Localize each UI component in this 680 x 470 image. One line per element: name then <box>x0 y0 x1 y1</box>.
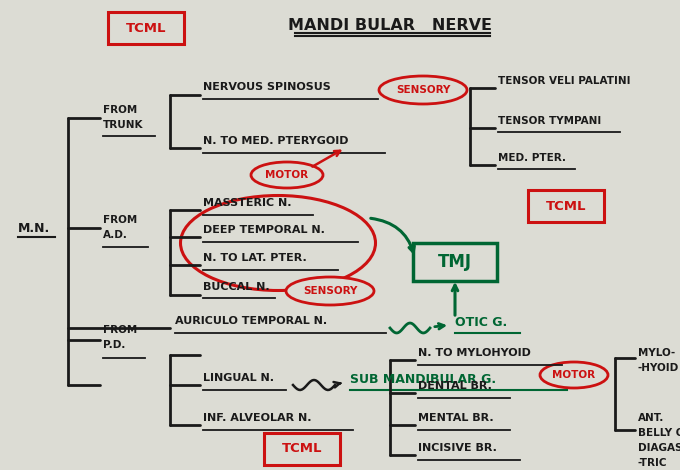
Text: TENSOR TYMPANI: TENSOR TYMPANI <box>498 116 601 126</box>
Text: SENSORY: SENSORY <box>303 286 357 296</box>
Text: N. TO MED. PTERYGOID: N. TO MED. PTERYGOID <box>203 136 348 146</box>
Text: TCML: TCML <box>126 22 166 34</box>
Text: N. TO MYLOHYOID: N. TO MYLOHYOID <box>418 348 531 358</box>
Text: TENSOR VELI PALATINI: TENSOR VELI PALATINI <box>498 76 630 86</box>
Text: MED. PTER.: MED. PTER. <box>498 153 566 163</box>
Text: A.D.: A.D. <box>103 230 128 240</box>
Text: INCISIVE BR.: INCISIVE BR. <box>418 443 497 453</box>
Text: MANDI BULAR   NERVE: MANDI BULAR NERVE <box>288 18 492 33</box>
FancyBboxPatch shape <box>108 12 184 44</box>
Text: BELLY OF: BELLY OF <box>638 428 680 438</box>
Text: M.N.: M.N. <box>18 221 50 235</box>
Text: DIAGAS.: DIAGAS. <box>638 443 680 453</box>
Text: MASSTERIC N.: MASSTERIC N. <box>203 198 292 208</box>
Text: NERVOUS SPINOSUS: NERVOUS SPINOSUS <box>203 82 330 92</box>
Text: SUB MANDIBULAR G.: SUB MANDIBULAR G. <box>350 373 496 386</box>
Text: TMJ: TMJ <box>438 253 472 271</box>
Text: MOTOR: MOTOR <box>265 170 309 180</box>
Text: N. TO LAT. PTER.: N. TO LAT. PTER. <box>203 253 307 263</box>
FancyBboxPatch shape <box>264 433 340 465</box>
Text: -TRIC: -TRIC <box>638 458 668 468</box>
Text: AURICULO TEMPORAL N.: AURICULO TEMPORAL N. <box>175 316 327 326</box>
Text: TCML: TCML <box>546 199 586 212</box>
Text: FROM: FROM <box>103 215 137 225</box>
Text: TRUNK: TRUNK <box>103 120 143 130</box>
Text: LINGUAL N.: LINGUAL N. <box>203 373 274 383</box>
Text: OTIC G.: OTIC G. <box>455 316 507 329</box>
Text: DENTAL BR.: DENTAL BR. <box>418 381 492 391</box>
Ellipse shape <box>379 76 467 104</box>
Text: P.D.: P.D. <box>103 340 125 350</box>
Text: BUCCAL N.: BUCCAL N. <box>203 282 270 292</box>
Text: TCML: TCML <box>282 442 322 455</box>
Ellipse shape <box>286 277 374 305</box>
Ellipse shape <box>540 362 608 388</box>
Text: ANT.: ANT. <box>638 413 664 423</box>
Text: FROM: FROM <box>103 105 137 115</box>
FancyBboxPatch shape <box>528 190 604 222</box>
Text: MENTAL BR.: MENTAL BR. <box>418 413 494 423</box>
Text: MYLO-: MYLO- <box>638 348 675 358</box>
Text: -HYOID: -HYOID <box>638 363 679 373</box>
Text: SENSORY: SENSORY <box>396 85 450 95</box>
Text: MOTOR: MOTOR <box>552 370 596 380</box>
FancyBboxPatch shape <box>413 243 497 281</box>
Ellipse shape <box>251 162 323 188</box>
Text: INF. ALVEOLAR N.: INF. ALVEOLAR N. <box>203 413 311 423</box>
Text: DEEP TEMPORAL N.: DEEP TEMPORAL N. <box>203 225 325 235</box>
Text: FROM: FROM <box>103 325 137 335</box>
